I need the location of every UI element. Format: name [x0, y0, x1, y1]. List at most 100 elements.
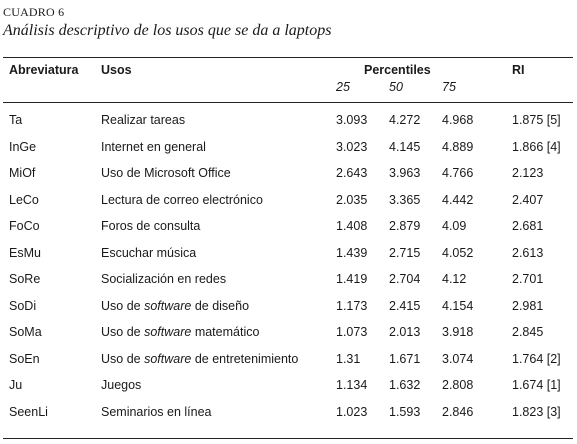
uso-text: Seminarios en línea [101, 404, 212, 419]
uso-text: Juegos [101, 378, 142, 392]
cell-abreviatura: SoDi [9, 298, 37, 313]
table-row: FoCo Foros de consulta 1.408 2.879 4.09 2.681 [0, 219, 577, 245]
uso-text-suffix: de entretenimiento [191, 351, 299, 366]
cell-uso: Lectura de correo electrónico [101, 193, 263, 207]
header-p75: 75 [442, 80, 456, 94]
cell-ri: 2.681 [512, 219, 544, 233]
cell-p75: 4.12 [442, 272, 467, 286]
cell-p75: 4.766 [442, 166, 474, 180]
cell-p75: 3.074 [442, 351, 474, 366]
cell-p25: 1.134 [336, 378, 368, 392]
cell-p25: 1.31 [336, 351, 361, 366]
cell-ri: 1.823 [3] [512, 404, 561, 419]
uso-text: Realizar tareas [101, 113, 186, 127]
cell-ri: 1.866 [4] [512, 139, 561, 154]
cell-p50: 2.704 [389, 272, 421, 286]
header-usos: Usos [101, 63, 132, 77]
uso-software-word: software [144, 298, 192, 313]
table-row: Ta Realizar tareas 3.093 4.272 4.968 1.875 [5… [0, 113, 577, 139]
uso-text: Uso de [101, 325, 145, 339]
cell-p50: 4.145 [389, 139, 421, 154]
cell-p50: 2.013 [389, 325, 421, 339]
cell-uso: Uso de Microsoft Office [101, 166, 231, 180]
uso-text: Uso de Microsoft Office [101, 166, 231, 180]
table-row: SoMa Uso de software matemático 1.073 2.013… [0, 325, 577, 351]
cell-p50: 2.415 [389, 298, 421, 313]
cell-ri: 1.674 [1] [512, 378, 561, 392]
uso-text: Socialización en redes [101, 272, 227, 286]
table-row: LeCo Lectura de correo electrónico 2.035 3.… [0, 193, 577, 219]
uso-text-suffix: matemático [191, 325, 260, 339]
uso-text: Lectura de correo electrónico [101, 192, 263, 207]
cell-p75: 4.442 [442, 192, 474, 207]
table-label: CUADRO 6 [3, 5, 65, 19]
cell-uso: Uso de software de diseño [101, 299, 249, 313]
uso-text-suffix: de diseño [191, 298, 250, 313]
header-percentiles: Percentiles [364, 63, 431, 77]
header-abreviatura: Abreviatura [9, 63, 79, 77]
cell-p50: 2.715 [389, 245, 421, 260]
cell-p25: 1.439 [336, 245, 368, 260]
cell-p50: 3.963 [389, 166, 421, 180]
cell-ri: 1.875 [5] [512, 113, 561, 127]
table-row: EsMu Escuchar música 1.439 2.715 4.052 2.613 [0, 246, 577, 272]
table-row: SoDi Uso de software de diseño 1.173 2.415 4… [0, 299, 577, 325]
cell-ri: 2.123 [512, 166, 544, 180]
cell-ri: 2.613 [512, 245, 544, 260]
cell-uso: Realizar tareas [101, 113, 185, 127]
cell-ri: 2.407 [512, 192, 544, 207]
cell-abreviatura: SeenLi [9, 404, 48, 419]
header-p50: 50 [389, 80, 403, 94]
cell-p75: 4.968 [442, 113, 474, 127]
cell-p75: 2.808 [442, 378, 474, 392]
cell-abreviatura: SoRe [9, 272, 41, 286]
uso-text: Internet en general [101, 139, 206, 154]
cell-p75: 4.09 [442, 219, 467, 233]
cell-abreviatura: SoMa [9, 325, 42, 339]
cell-uso: Uso de software matemático [101, 325, 259, 339]
cell-uso: Juegos [101, 378, 141, 392]
cell-p75: 4.889 [442, 139, 474, 154]
cell-p50: 1.593 [389, 404, 421, 419]
cell-p25: 3.023 [336, 139, 368, 154]
table-row: SeenLi Seminarios en línea 1.023 1.593 2.846… [0, 405, 577, 431]
uso-software-word: software [144, 325, 192, 339]
bottom-rule [3, 438, 573, 439]
cell-p25: 3.093 [336, 113, 368, 127]
uso-text: Uso de [101, 298, 145, 313]
cell-abreviatura: InGe [9, 139, 37, 154]
uso-software-word: software [144, 351, 192, 366]
cell-p25: 1.023 [336, 404, 368, 419]
cell-abreviatura: EsMu [9, 245, 41, 260]
cell-uso: Uso de software de entretenimiento [101, 352, 298, 366]
header-ri: RI [512, 63, 525, 77]
uso-text: Uso de [101, 351, 145, 366]
cell-p50: 4.272 [389, 113, 421, 127]
cell-ri: 2.981 [512, 298, 544, 313]
cell-p75: 4.052 [442, 245, 474, 260]
cell-uso: Foros de consulta [101, 219, 200, 233]
cell-p25: 2.035 [336, 192, 368, 207]
uso-text: Escuchar música [101, 245, 197, 260]
header-rule [3, 102, 573, 103]
cell-p50: 3.365 [389, 192, 421, 207]
cell-abreviatura: MiOf [9, 166, 36, 180]
table-row: MiOf Uso de Microsoft Office 2.643 3.963 4.7… [0, 166, 577, 192]
cell-ri: 2.701 [512, 272, 544, 286]
cell-uso: Escuchar música [101, 246, 196, 260]
cell-p25: 1.173 [336, 298, 368, 313]
cell-p75: 2.846 [442, 404, 474, 419]
cell-abreviatura: Ju [9, 378, 23, 392]
cell-p25: 1.073 [336, 325, 368, 339]
table-row: InGe Internet en general 3.023 4.145 4.889 1.… [0, 140, 577, 166]
cell-abreviatura: SoEn [9, 351, 40, 366]
table-row: SoEn Uso de software de entretenimiento 1.… [0, 352, 577, 378]
cell-p25: 2.643 [336, 166, 368, 180]
cell-p75: 4.154 [442, 298, 474, 313]
cell-p25: 1.408 [336, 219, 368, 233]
cell-abreviatura: Ta [9, 113, 23, 127]
cell-abreviatura: FoCo [9, 219, 40, 233]
cell-p50: 2.879 [389, 219, 421, 233]
cell-uso: Socialización en redes [101, 272, 226, 286]
